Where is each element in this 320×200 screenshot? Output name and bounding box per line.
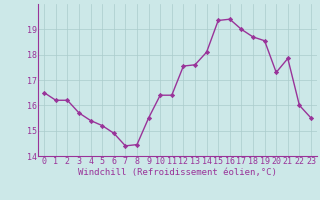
X-axis label: Windchill (Refroidissement éolien,°C): Windchill (Refroidissement éolien,°C) [78, 168, 277, 177]
